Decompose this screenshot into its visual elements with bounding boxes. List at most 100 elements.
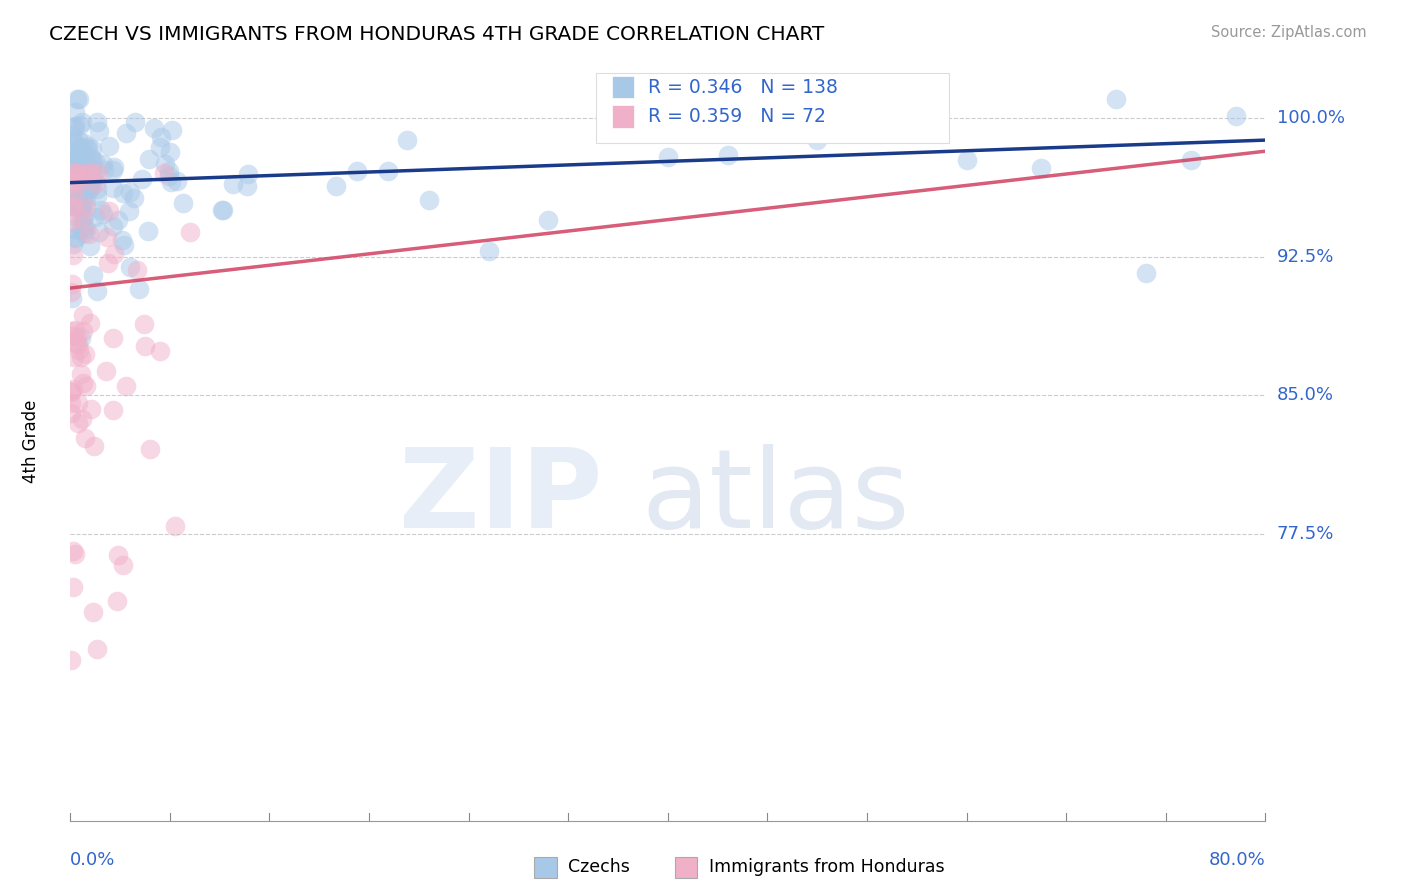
Point	[70, 201, 93, 215]
Point	[75, 200, 97, 214]
Point	[111, 233, 134, 247]
Point	[70, 350, 93, 364]
Point	[76, 141, 98, 155]
Point	[73, 431, 96, 445]
Point	[160, 122, 183, 136]
Point	[1031, 161, 1053, 175]
Point	[83, 165, 105, 179]
Point	[63, 166, 86, 180]
Point	[79, 182, 101, 196]
Point	[72, 136, 94, 151]
Point	[136, 223, 159, 237]
Point	[806, 134, 828, 148]
Point	[72, 210, 94, 224]
Point	[62, 237, 84, 252]
Point	[91, 207, 114, 221]
Point	[62, 176, 84, 190]
Point	[165, 519, 187, 533]
Point	[84, 211, 107, 225]
Point	[79, 181, 101, 195]
Point	[90, 202, 112, 217]
Point	[89, 124, 111, 138]
Point	[66, 92, 89, 106]
Point	[66, 330, 89, 344]
Point	[157, 164, 180, 178]
Point	[62, 133, 84, 147]
Point	[93, 162, 115, 177]
Point	[396, 133, 419, 147]
Point	[70, 223, 93, 237]
Point	[69, 170, 91, 185]
Point	[122, 190, 145, 204]
Point	[69, 211, 91, 226]
Point	[134, 338, 156, 352]
Point	[60, 329, 83, 343]
Text: R = 0.346   N = 138: R = 0.346 N = 138	[648, 78, 838, 97]
Point	[66, 167, 89, 181]
Point	[80, 166, 103, 180]
Point	[80, 161, 103, 176]
Point	[60, 396, 83, 410]
Point	[82, 268, 104, 282]
Point	[70, 166, 93, 180]
Text: 77.5%: 77.5%	[1277, 525, 1334, 543]
Point	[60, 198, 83, 212]
Point	[79, 178, 101, 193]
Point	[60, 291, 83, 305]
Point	[84, 176, 107, 190]
Point	[69, 193, 91, 207]
Point	[115, 378, 138, 392]
Point	[62, 166, 84, 180]
Point	[212, 203, 235, 218]
Point	[73, 184, 96, 198]
Point	[69, 170, 91, 185]
Point	[70, 145, 93, 159]
Text: atlas: atlas	[641, 443, 910, 550]
Text: 0.0%: 0.0%	[70, 851, 115, 869]
Point	[62, 350, 84, 364]
Point	[70, 186, 93, 200]
Point	[160, 175, 183, 189]
Point	[62, 138, 84, 153]
Point	[63, 121, 86, 136]
Point	[86, 642, 108, 657]
Point	[72, 308, 94, 322]
Point	[66, 192, 89, 206]
Point	[72, 324, 94, 338]
Point	[66, 395, 89, 409]
Point	[222, 177, 245, 191]
Point	[211, 203, 233, 218]
Point	[112, 237, 135, 252]
Point	[62, 188, 84, 202]
Point	[66, 211, 89, 225]
Point	[80, 150, 103, 164]
Point	[65, 231, 87, 245]
Point	[67, 177, 90, 191]
Point	[73, 226, 96, 240]
Point	[60, 277, 83, 292]
Point	[69, 331, 91, 345]
Point	[128, 282, 150, 296]
Point	[956, 153, 979, 168]
Point	[66, 337, 89, 351]
Text: R = 0.359   N = 72: R = 0.359 N = 72	[648, 107, 827, 127]
Point	[60, 384, 83, 398]
Point	[62, 382, 84, 396]
Point	[107, 213, 129, 227]
Point	[537, 213, 560, 227]
Point	[65, 157, 87, 171]
Point	[80, 171, 103, 186]
Point	[60, 285, 83, 300]
Point	[115, 126, 138, 140]
Point	[63, 104, 86, 119]
Point	[83, 154, 105, 169]
Point	[65, 336, 87, 351]
Point	[75, 194, 97, 208]
Point	[149, 344, 172, 359]
Point	[149, 139, 172, 153]
Point	[125, 263, 148, 277]
Point	[103, 247, 125, 261]
Point	[86, 115, 108, 129]
Point	[70, 412, 93, 426]
Point	[62, 248, 84, 262]
